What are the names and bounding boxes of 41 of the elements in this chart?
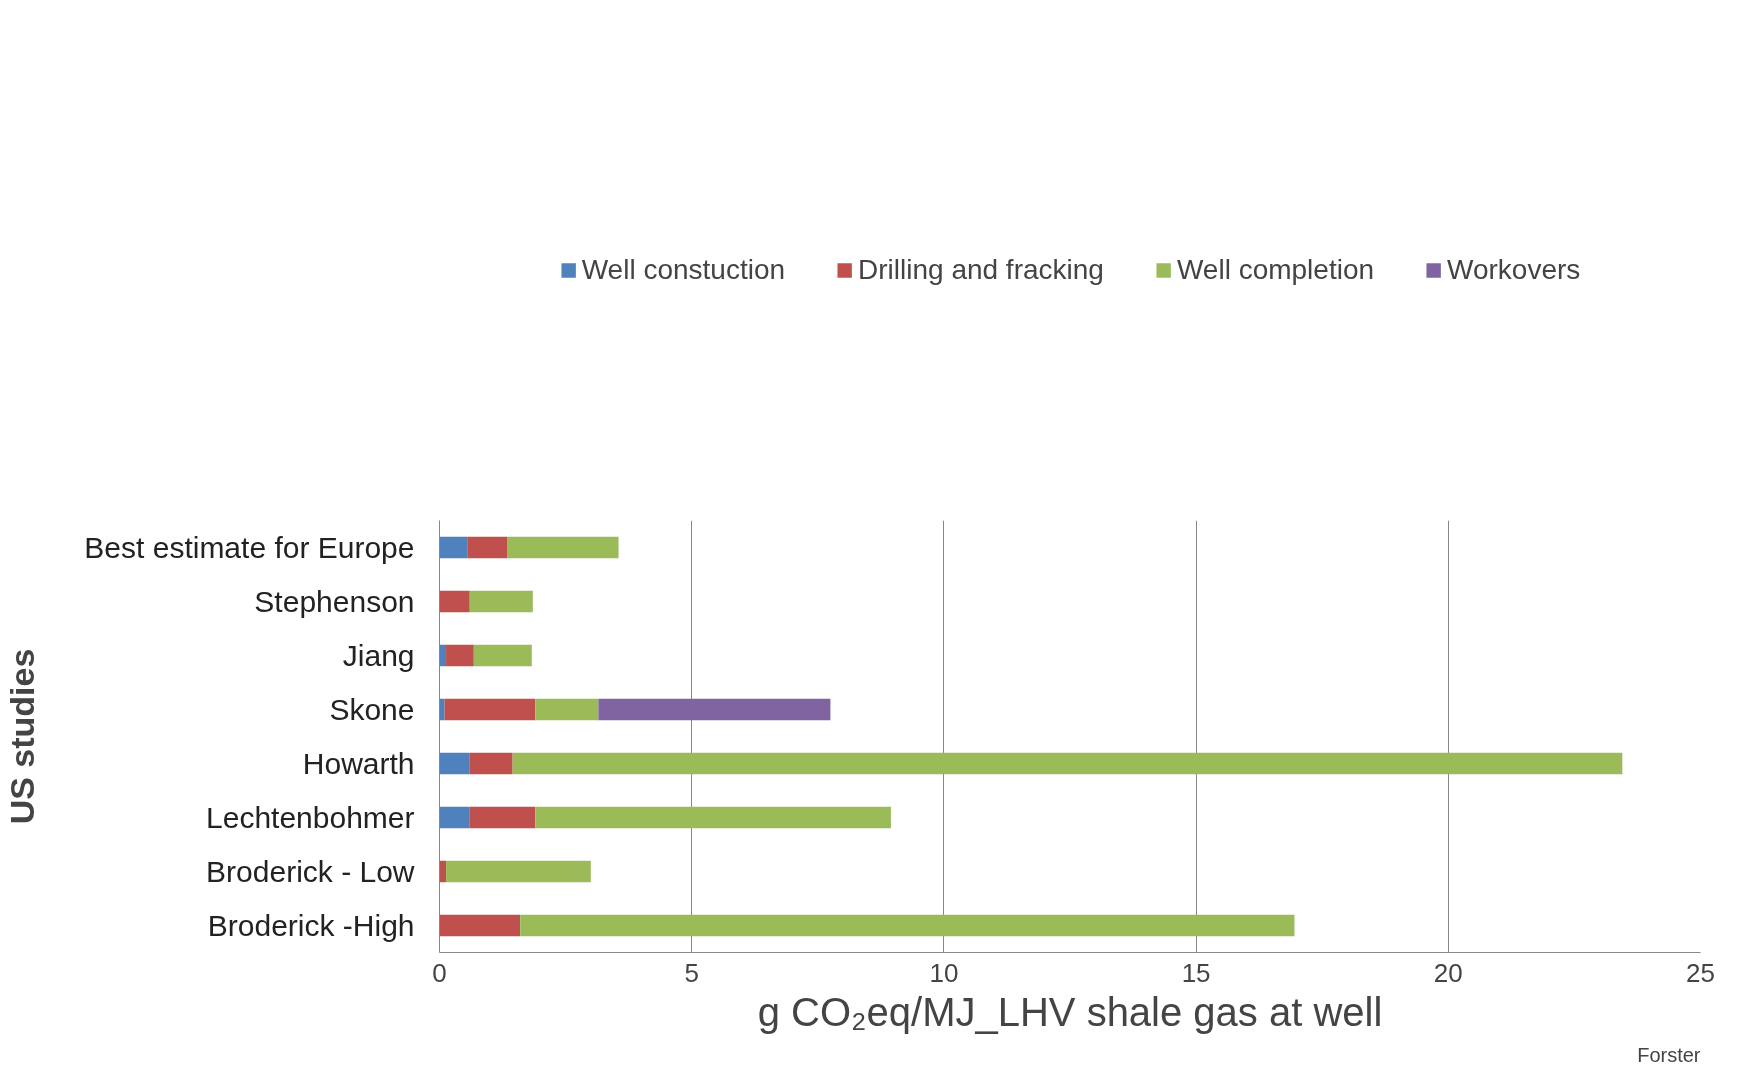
bar: [598, 698, 831, 721]
bar: [439, 698, 445, 721]
x-tick-label: 10: [929, 957, 959, 988]
bar: [469, 806, 536, 829]
bar: [469, 752, 513, 775]
y-tick-label: Skone: [329, 693, 415, 726]
x-tick-label: 20: [1433, 957, 1463, 988]
bar: [446, 644, 474, 667]
bar: [512, 752, 1623, 775]
y-tick-label: Jiang: [342, 639, 415, 672]
bar: [469, 590, 533, 613]
y-tick-label: Best estimate for Europe: [84, 531, 415, 564]
y-tick-label: Broderick -High: [207, 909, 415, 942]
bar: [439, 752, 470, 775]
y-tick-label: Stephenson: [254, 585, 415, 618]
bar: [535, 698, 599, 721]
bar: [535, 806, 891, 829]
legend-label: Workovers: [1447, 254, 1581, 286]
bar: [439, 590, 470, 613]
legend-label: Well completion: [1176, 254, 1375, 286]
bar: [520, 914, 1295, 937]
bar: [467, 536, 508, 559]
x-tick-label: 5: [684, 957, 699, 988]
x-tick-label: 0: [432, 957, 447, 988]
x-tick-label: 25: [1686, 957, 1715, 988]
bar: [439, 914, 521, 937]
bar: [446, 860, 591, 883]
bar: [439, 536, 468, 559]
legend-label: Drilling and fracking: [858, 254, 1104, 286]
bar: [444, 698, 536, 721]
y-tick-label: Lechtenbohmer: [206, 801, 415, 834]
bar: [507, 536, 619, 559]
x-tick-label: 15: [1181, 957, 1211, 988]
bar: [439, 806, 470, 829]
y-tick-label: Broderick - Low: [206, 855, 415, 888]
x-axis-title: g CO₂eq/MJ_LHV shale gas at well: [757, 989, 1383, 1034]
text: Forster: [1637, 1043, 1701, 1066]
bar: [473, 644, 532, 667]
legend-label: Well constuction: [581, 254, 786, 286]
y-axis-title: US studies: [3, 648, 42, 825]
y-tick-label: Howarth: [302, 747, 415, 780]
